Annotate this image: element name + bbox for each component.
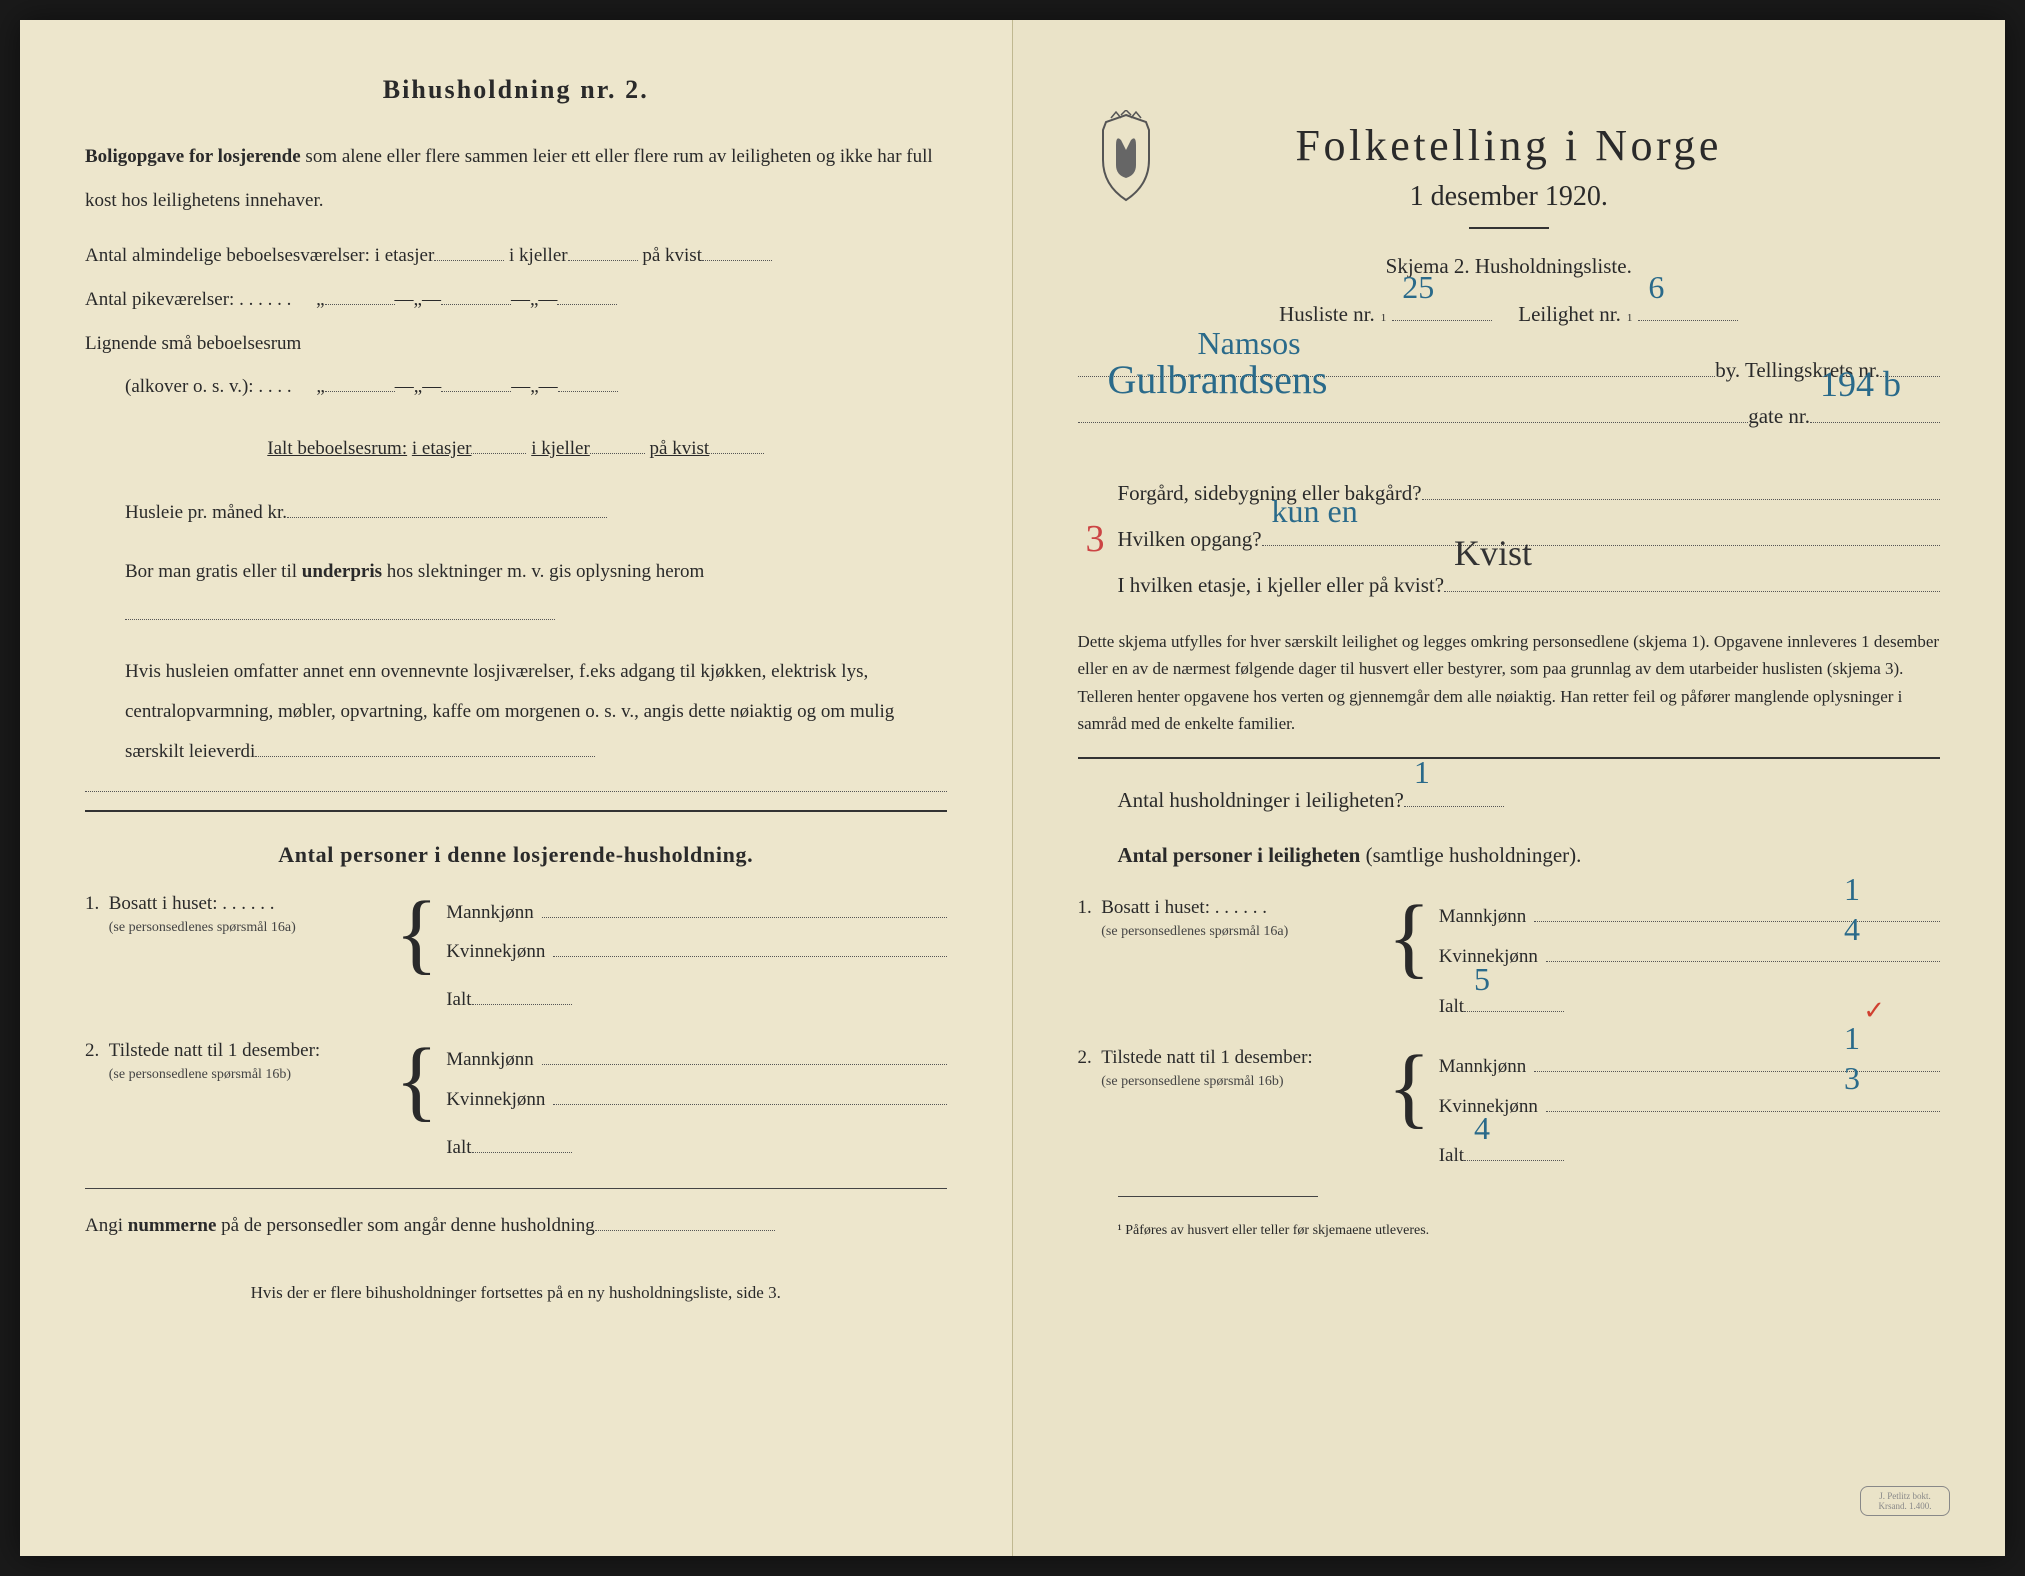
red-check-icon: ✓ [1863,984,1885,1039]
l1c: på kvist [642,245,702,266]
opgang-value: kun en [1272,476,1358,546]
r-q1-label: Bosatt i huset: . . . . . . [1101,897,1267,918]
coat-of-arms-icon [1091,110,1161,205]
antal-pers-bold: Antal personer i leiligheten [1118,843,1361,867]
q2-label: Tilstede natt til 1 desember: [109,1040,320,1061]
l1b: i kjeller [509,245,568,266]
brace-icon-2: { [395,1040,438,1121]
line-rooms: Antal almindelige beboelsesværelser: i e… [85,234,947,278]
gate-nr-value: 194 b [1820,345,1901,424]
title-rule [1469,227,1549,229]
antal-hush-line: Antal husholdninger i leiligheten? 1 [1118,777,1941,823]
ialt-val-2: 4 [1474,1095,1490,1162]
left-page: Bihusholdning nr. 2. Boligopgave for los… [20,20,1013,1556]
antal-hush-label: Antal husholdninger i leiligheten? [1118,777,1404,823]
q2-sub: (se personsedlene spørsmål 16b) [109,1067,291,1082]
footnote-rule [1118,1196,1318,1197]
q1-sub: (se personsedlenes spørsmål 16a) [109,920,296,935]
right-q1-row: 1. Bosatt i huset: . . . . . . (se perso… [1078,897,1941,1026]
angi-line: Angi nummerne på de personsedler som ang… [85,1204,947,1248]
r-q2-label: Tilstede natt til 1 desember: [1101,1047,1312,1068]
leilighet-label: Leilighet nr. [1518,291,1621,337]
antal-pers-header: Antal personer i leiligheten (samtlige h… [1118,831,1941,879]
section-header-left: Antal personer i denne losjerende-hushol… [85,842,947,868]
main-title: Folketelling i Norge [1078,120,1941,171]
r-ialt-2: Ialt [1439,1136,1464,1176]
q1-row: 1. Bosatt i huset: . . . . . . (se perso… [85,893,947,1021]
brace-icon-r2: { [1388,1047,1431,1128]
leilighet-value: 6 [1648,252,1664,322]
etasje-label: I hvilken etasje, i kjeller eller på kvi… [1118,562,1445,608]
r-q1-sub: (se personsedlenes spørsmål 16a) [1101,924,1288,939]
angi-c: på de personsedler som angår denne husho… [216,1215,594,1236]
ialt-label-2: Ialt [446,1128,471,1168]
brace-icon-r1: { [1388,897,1431,978]
angi-b: nummerne [128,1215,217,1236]
mann-label-2: Mannkjønn [446,1040,534,1080]
l4b: i etasjer [412,438,472,459]
line-ialt-rooms: Ialt beboelsesrum: i etasjer i kjeller p… [85,427,947,471]
red-annotation-3: 3 [1086,498,1105,582]
mann-label: Mannkjønn [446,893,534,933]
angi-a: Angi [85,1215,128,1236]
forgard-line: 3 Forgård, sidebygning eller bakgård? [1118,470,1941,516]
l5: Husleie pr. måned kr. [125,502,287,523]
line-lignende: Lignende små beboelsesrum (alkover o. s.… [85,322,947,409]
forgard-label: Forgård, sidebygning eller bakgård? [1118,470,1422,516]
kvinne-val-1: 4 [1844,896,1860,963]
r-mann-1: Mannkjønn [1439,897,1527,937]
r-ialt-1: Ialt [1439,987,1464,1027]
ialt-label: Ialt [446,980,471,1020]
kvinne-label-2: Kvinnekjønn [446,1080,545,1120]
divider-thick [85,810,947,812]
q1-label: Bosatt i huset: . . . . . . [109,893,275,914]
right-q2-row: 2. Tilstede natt til 1 desember: (se per… [1078,1047,1941,1176]
line-omfatter: Hvis husleien omfatter annet enn ovennev… [125,652,947,772]
l2: Antal pikeværelser: . . . . . . [85,289,291,310]
opgang-label: Hvilken opgang? [1118,516,1262,562]
divider-thick-right [1078,757,1941,759]
blank-line-1 [85,772,947,792]
l3b: (alkover o. s. v.): . . . . [125,376,292,397]
left-header: Bihusholdning nr. 2. [85,75,947,105]
line-gratis: Bor man gratis eller til underpris hos s… [125,550,947,637]
divider-thin [85,1188,947,1189]
etasje-value: Kvist [1454,514,1532,593]
printer-stamp: J. Petlitz bokt.Krsand. 1.400. [1860,1486,1950,1516]
footnote: ¹ Påføres av husvert eller teller før sk… [1118,1223,1941,1239]
etasje-line: I hvilken etasje, i kjeller eller på kvi… [1118,562,1941,608]
kvinne-label: Kvinnekjønn [446,932,545,972]
brace-icon: { [395,893,438,974]
kvinne-val-2: 3 [1844,1045,1860,1112]
husliste-value: 25 [1402,252,1434,322]
gate-value: Gulbrandsens [1108,336,1328,424]
q2-row: 2. Tilstede natt til 1 desember: (se per… [85,1040,947,1168]
left-footer: Hvis der er flere bihusholdninger fortse… [85,1283,947,1303]
l3a: Lignende små beboelsesrum [85,333,301,354]
antal-pers-sub: (samtlige husholdninger). [1360,843,1581,867]
intro-bold: Boligopgave for losjerende [85,146,301,167]
l4c: i kjeller [531,438,590,459]
r-q2-sub: (se personsedlene spørsmål 16b) [1101,1074,1283,1089]
ialt-val-1: 5 [1474,946,1490,1013]
l4a: Ialt beboelsesrum: [267,438,407,459]
l6c: hos slektninger m. v. gis oplysning hero… [382,561,704,582]
r-mann-2: Mannkjønn [1439,1047,1527,1087]
census-document: Bihusholdning nr. 2. Boligopgave for los… [20,20,2005,1556]
subtitle: 1 desember 1920. [1078,181,1941,213]
l6b: underpris [302,561,382,582]
l6a: Bor man gratis eller til [125,561,302,582]
gate-line: Gulbrandsens gate nr. 194 b [1078,393,1941,439]
l1a: Antal almindelige beboelsesværelser: i e… [85,245,434,266]
antal-hush-value: 1 [1414,737,1430,807]
gate-label: gate nr. [1748,393,1810,439]
right-page: Folketelling i Norge 1 desember 1920. Sk… [1013,20,2006,1556]
l4d: på kvist [650,438,710,459]
line-pike: Antal pikeværelser: . . . . . . „—„——„— [85,278,947,322]
instructions-text: Dette skjema utfylles for hver særskilt … [1078,628,1941,737]
intro-paragraph: Boligopgave for losjerende som alene ell… [85,135,947,222]
line-husleie: Husleie pr. måned kr. [125,491,947,535]
skjema-line: Skjema 2. Husholdningsliste. [1078,254,1941,279]
